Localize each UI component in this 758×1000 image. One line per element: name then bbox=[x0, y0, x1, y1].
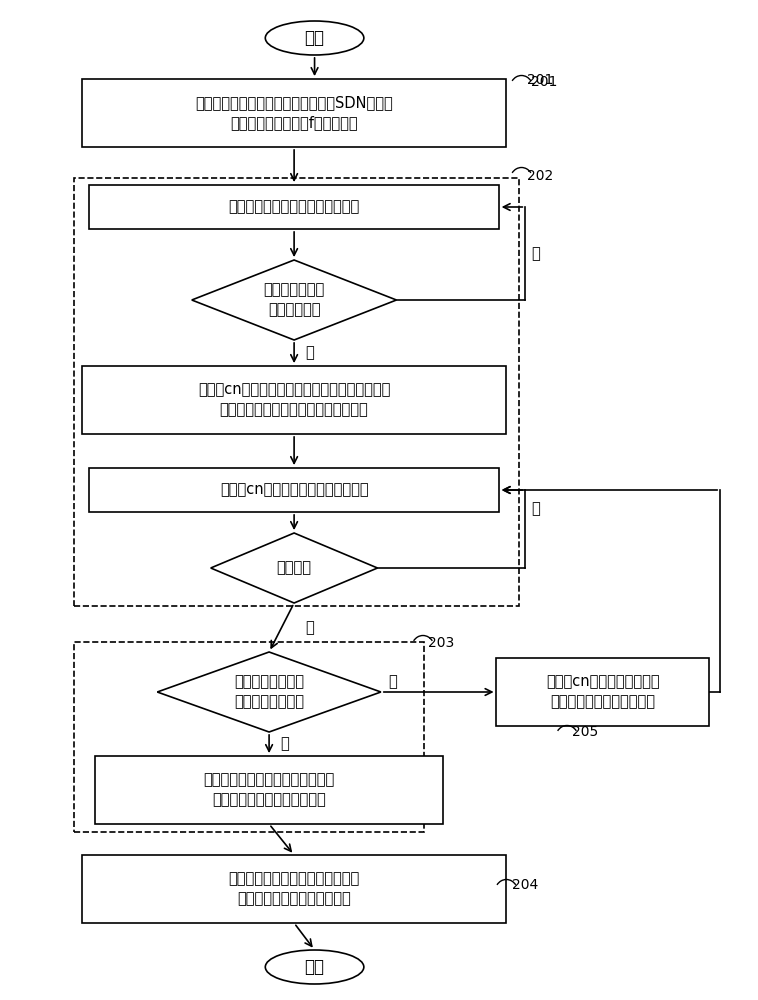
Ellipse shape bbox=[265, 21, 364, 55]
Polygon shape bbox=[211, 533, 377, 603]
Text: 202: 202 bbox=[527, 169, 553, 183]
Text: 201: 201 bbox=[531, 75, 557, 89]
Text: 计时结束: 计时结束 bbox=[277, 560, 312, 576]
Bar bbox=[89, 185, 499, 229]
Bar bbox=[496, 658, 709, 726]
Text: 初始化，给定具有分布式控制平面的SDN拓扑，
每个控制器根据策略f分配交换机: 初始化，给定具有分布式控制平面的SDN拓扑， 每个控制器根据策略f分配交换机 bbox=[196, 96, 393, 130]
Bar bbox=[82, 855, 506, 923]
Text: 负载满足决策器
模块触发条件: 负载满足决策器 模块触发条件 bbox=[264, 283, 324, 317]
Text: 否: 否 bbox=[388, 674, 397, 690]
Text: 204: 204 bbox=[512, 878, 538, 892]
Text: 控制器更新其资源利用率，本地控
制域集合重新计算控制器负载: 控制器更新其资源利用率，本地控 制域集合重新计算控制器负载 bbox=[228, 872, 360, 906]
Bar bbox=[95, 756, 443, 824]
Bar bbox=[74, 642, 424, 832]
Text: 205: 205 bbox=[572, 725, 599, 739]
Text: 否: 否 bbox=[531, 246, 540, 261]
Text: 是: 是 bbox=[305, 620, 315, 635]
Bar bbox=[74, 178, 519, 606]
Text: 是: 是 bbox=[305, 346, 315, 360]
Text: 开始: 开始 bbox=[305, 29, 324, 47]
Text: 控制器cn启动一个随机数开始倒计时: 控制器cn启动一个随机数开始倒计时 bbox=[220, 483, 368, 497]
Polygon shape bbox=[158, 652, 381, 732]
Text: 控制器cn从其管理域中随机选择一个交换机，同
时从其邻居集合中随机选择一个控制器: 控制器cn从其管理域中随机选择一个交换机，同 时从其邻居集合中随机选择一个控制器 bbox=[198, 383, 390, 417]
Text: 未观察到邻居域存
在交换机迁移活动: 未观察到邻居域存 在交换机迁移活动 bbox=[234, 675, 304, 709]
Text: 控制器cn重置倒计时，同时
广播该消息到所有的控制器: 控制器cn重置倒计时，同时 广播该消息到所有的控制器 bbox=[546, 675, 659, 709]
Ellipse shape bbox=[265, 950, 364, 984]
Text: 203: 203 bbox=[428, 636, 455, 650]
Bar bbox=[82, 79, 506, 147]
Bar bbox=[82, 366, 506, 434]
Text: 201: 201 bbox=[527, 73, 553, 87]
Text: 否: 否 bbox=[531, 502, 540, 516]
Text: 开始: 开始 bbox=[305, 958, 324, 976]
Text: 负载估计模块跟踪统计控制器负载: 负载估计模块跟踪统计控制器负载 bbox=[228, 200, 360, 215]
Text: 控制器将选定的交换机转移到其选
定的目的控制器，并通告全网: 控制器将选定的交换机转移到其选 定的目的控制器，并通告全网 bbox=[203, 773, 335, 807]
Text: 是: 是 bbox=[280, 736, 290, 752]
Polygon shape bbox=[192, 260, 396, 340]
Bar bbox=[89, 468, 499, 512]
